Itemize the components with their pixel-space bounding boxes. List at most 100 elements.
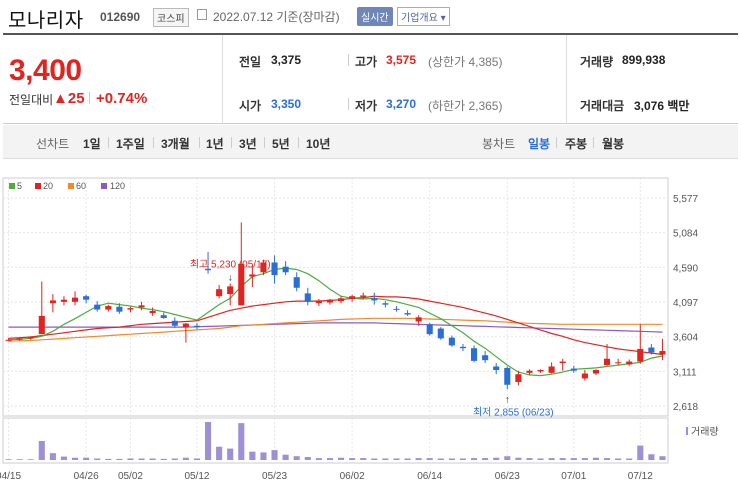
volume-bar	[437, 458, 444, 460]
candle-body	[304, 293, 311, 302]
min-annotation: 최저 2,855 (06/23)	[473, 406, 554, 418]
volume-bar	[171, 458, 178, 460]
tab-1w[interactable]: 1주일	[116, 137, 145, 151]
candle-body	[459, 346, 467, 349]
candle-body	[559, 361, 566, 363]
candle-body	[659, 351, 666, 355]
volume-bar	[603, 458, 611, 460]
x-tick-label: 05/23	[262, 471, 287, 482]
y-tick-label: 3,111	[673, 367, 697, 378]
upper-limit: (상한가 4,385)	[428, 55, 503, 69]
volume-bar	[27, 459, 34, 460]
volume-bar	[404, 458, 411, 460]
volume-bar	[526, 458, 533, 460]
prev-close-label: 전일	[239, 55, 262, 69]
tab-3m[interactable]: 3개월	[161, 137, 190, 151]
candle-body	[116, 306, 123, 312]
realtime-button[interactable]: 실시간	[357, 7, 393, 26]
volume-bar	[216, 446, 223, 460]
candle-body	[626, 361, 633, 365]
candle-body	[138, 305, 145, 308]
plot-frame	[2, 177, 669, 417]
divider	[264, 137, 265, 148]
divider	[222, 35, 223, 123]
max-arrow: ↓	[228, 273, 233, 284]
low-label: 저가	[355, 99, 378, 113]
volume-bar	[349, 458, 356, 460]
chart-tabs	[3, 125, 738, 159]
candle-body	[149, 310, 156, 314]
volume-bar	[326, 458, 334, 460]
tab-weekly[interactable]: 주봉	[565, 137, 588, 151]
volume-bar	[426, 458, 433, 460]
volume-bar	[360, 458, 367, 460]
tab-5y[interactable]: 5년	[272, 137, 290, 151]
candle-body	[470, 348, 478, 361]
candle-body	[249, 274, 256, 277]
series-line-ma20	[8, 295, 663, 356]
y-tick-label: 3,604	[673, 333, 698, 344]
volume-bar	[49, 453, 56, 460]
tab-3y[interactable]: 3년	[239, 137, 257, 151]
volume-value: 899,938	[622, 53, 666, 67]
x-tick-label: 04/26	[74, 471, 99, 482]
legend-swatch-ma20	[35, 183, 41, 189]
candle-body	[337, 298, 345, 302]
volume-bar	[238, 423, 245, 460]
company-info-dropdown[interactable]: 기업개요 ▾	[397, 7, 450, 26]
candle-body	[127, 308, 134, 310]
x-tick-label: 05/12	[184, 471, 209, 482]
candle-body	[171, 320, 178, 326]
volume-bar	[382, 458, 389, 460]
volume-bar	[504, 456, 511, 460]
tab-10y[interactable]: 10년	[306, 137, 331, 151]
candle-body	[193, 325, 201, 328]
amount-value: 3,076 백만	[634, 99, 690, 113]
candle-body	[71, 297, 79, 302]
company-info-label: 기업개요	[401, 13, 438, 24]
candle-body	[16, 338, 23, 340]
divider	[348, 98, 349, 110]
volume-bar	[515, 457, 522, 460]
volume-bar	[282, 454, 289, 460]
max-annotation: 최고 5,230 (05/17)	[190, 259, 271, 271]
candle-body	[371, 298, 378, 301]
chevron-down-icon: ▾	[440, 13, 446, 24]
volume-bar	[615, 458, 622, 460]
high-label: 고가	[355, 55, 378, 69]
candle-body	[515, 374, 522, 382]
candle-body	[83, 296, 90, 300]
volume-bar	[116, 458, 123, 460]
tab-1y[interactable]: 1년	[206, 137, 224, 151]
candle-body	[448, 337, 455, 346]
candle-body	[315, 300, 322, 304]
divider	[108, 137, 109, 148]
legend-ma120: 120	[110, 181, 126, 191]
volume-bar	[138, 458, 145, 460]
x-tick-label: 05/02	[118, 471, 143, 482]
candle-body	[648, 347, 655, 353]
volume-bar	[570, 458, 577, 460]
open-label: 시가	[239, 99, 262, 113]
x-tick-label: 06/14	[417, 471, 442, 482]
volume-bar	[493, 457, 500, 460]
tab-1d[interactable]: 1일	[83, 137, 101, 151]
tab-monthly[interactable]: 월봉	[602, 137, 625, 151]
candle-body	[437, 328, 444, 339]
candle-body	[5, 339, 12, 341]
legend-swatch-ma60	[68, 183, 74, 189]
x-tick-label: 04/15	[0, 471, 21, 482]
volume-bar	[448, 458, 455, 460]
volume-bar	[71, 457, 79, 460]
divider	[89, 92, 90, 104]
candle-body	[38, 315, 45, 335]
volume-bar	[160, 458, 167, 460]
candle-body	[49, 300, 56, 304]
tab-daily[interactable]: 일봉	[528, 137, 551, 151]
candle-body	[570, 368, 577, 371]
x-tick-label: 06/02	[340, 471, 365, 482]
volume-bar	[38, 441, 45, 460]
x-tick-label: 07/12	[628, 471, 653, 482]
candle-body	[504, 367, 511, 385]
